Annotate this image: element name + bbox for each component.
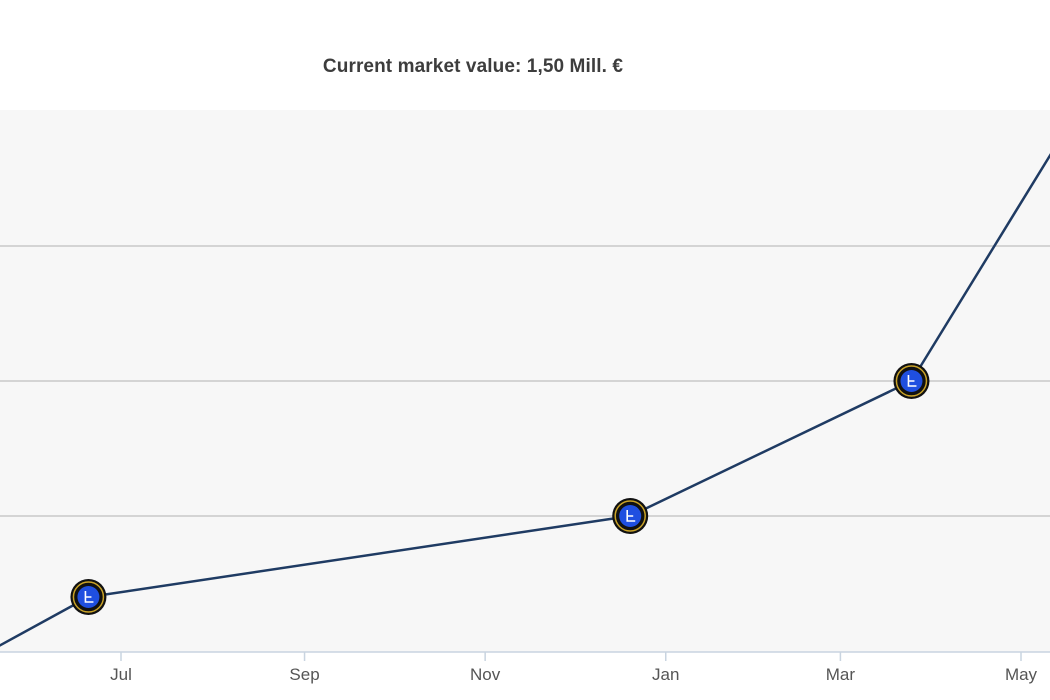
data-point-marker-3[interactable] (893, 363, 930, 399)
data-point-marker-1[interactable] (70, 579, 107, 615)
x-tick-label-sep: Sep (289, 665, 319, 684)
x-tick-label-jul: Jul (110, 665, 132, 684)
x-tick-label-jan: Jan (652, 665, 679, 684)
data-point-marker-2[interactable] (612, 498, 649, 534)
x-tick-label-may: May (1005, 665, 1038, 684)
marker-gold-trim (614, 500, 646, 532)
marker-gold-trim (895, 365, 928, 397)
badge-emblem (626, 510, 636, 522)
x-tick-label-nov: Nov (470, 665, 501, 684)
x-axis-ticks: Jul Sep Nov Jan Mar May (110, 652, 1038, 684)
chart-title: Current market value: 1,50 Mill. € (322, 56, 624, 77)
badge-emblem (907, 375, 917, 387)
series-markers (70, 363, 930, 615)
x-tick-label-mar: Mar (826, 665, 856, 684)
gridlines (0, 245, 1050, 517)
marker-gold-trim (72, 581, 105, 613)
badge-emblem (84, 591, 94, 603)
